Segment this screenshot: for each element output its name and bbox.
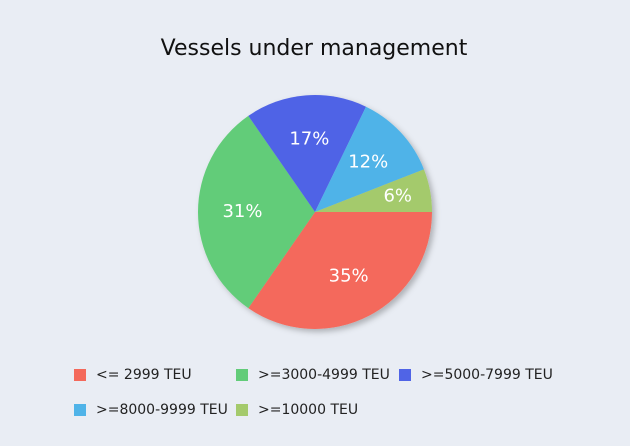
pie-slice: [198, 115, 315, 309]
slice-label: 17%: [289, 129, 329, 150]
pie-slice: [248, 95, 366, 212]
chart-title: Vessels under management: [161, 36, 468, 61]
legend-label: <= 2999 TEU: [96, 367, 192, 383]
legend-swatch: [399, 369, 411, 381]
slice-label: 12%: [348, 152, 388, 173]
legend-swatch: [236, 404, 248, 416]
slice-label: 6%: [383, 185, 412, 206]
slice-label: 31%: [222, 201, 262, 222]
legend-label: >=10000 TEU: [258, 402, 358, 418]
pie-slice: [315, 169, 432, 212]
legend-swatch: [236, 369, 248, 381]
legend-label: >=8000-9999 TEU: [96, 402, 228, 418]
legend-label: >=3000-4999 TEU: [258, 367, 390, 383]
legend-swatch: [74, 404, 86, 416]
legend-swatch: [74, 369, 86, 381]
legend-label: >=5000-7999 TEU: [421, 367, 553, 383]
pie: [198, 95, 432, 330]
pie-slice: [315, 106, 424, 212]
pie-slice: [248, 212, 432, 330]
slice-label: 35%: [329, 265, 369, 286]
